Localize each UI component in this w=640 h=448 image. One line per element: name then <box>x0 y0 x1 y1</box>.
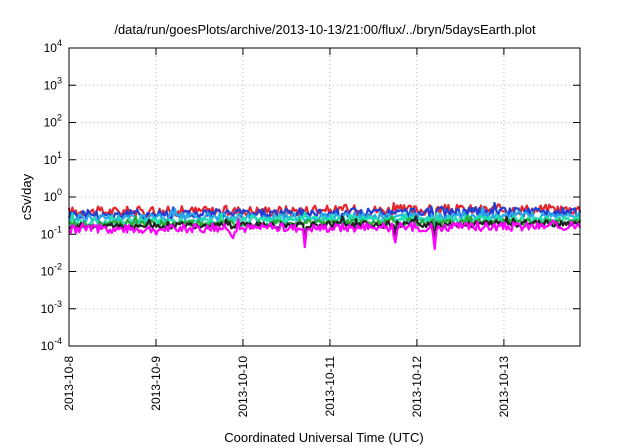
x-tick-label: 2013-10-9 <box>149 356 163 411</box>
y-tick-label: 10-1 <box>41 224 62 241</box>
y-tick-label: 104 <box>44 38 62 55</box>
y-tick-label: 101 <box>44 150 62 167</box>
x-axis-label: Coordinated Universal Time (UTC) <box>224 430 423 445</box>
y-tick-label: 10-3 <box>41 299 62 316</box>
x-tick-label: 2013-10-13 <box>497 356 511 418</box>
x-tick-label: 2013-10-8 <box>62 356 76 411</box>
y-axis-label: cSv/day <box>19 173 34 220</box>
y-tick-label: 100 <box>44 187 62 204</box>
y-tick-label: 10-2 <box>41 262 62 279</box>
series-line <box>68 217 582 251</box>
x-tick-label: 2013-10-12 <box>410 356 424 418</box>
chart-title: /data/run/goesPlots/archive/2013-10-13/2… <box>114 22 536 37</box>
x-tick-label: 2013-10-10 <box>236 356 250 418</box>
x-tick-label: 2013-10-11 <box>323 356 337 417</box>
y-tick-label: 10-4 <box>41 336 62 353</box>
y-tick-label: 103 <box>44 75 62 92</box>
y-tick-label: 102 <box>44 113 62 130</box>
plot-area: 10-4 10-3 10-2 10-1 100 101 102 103 104 2013-10-8… <box>41 38 582 418</box>
